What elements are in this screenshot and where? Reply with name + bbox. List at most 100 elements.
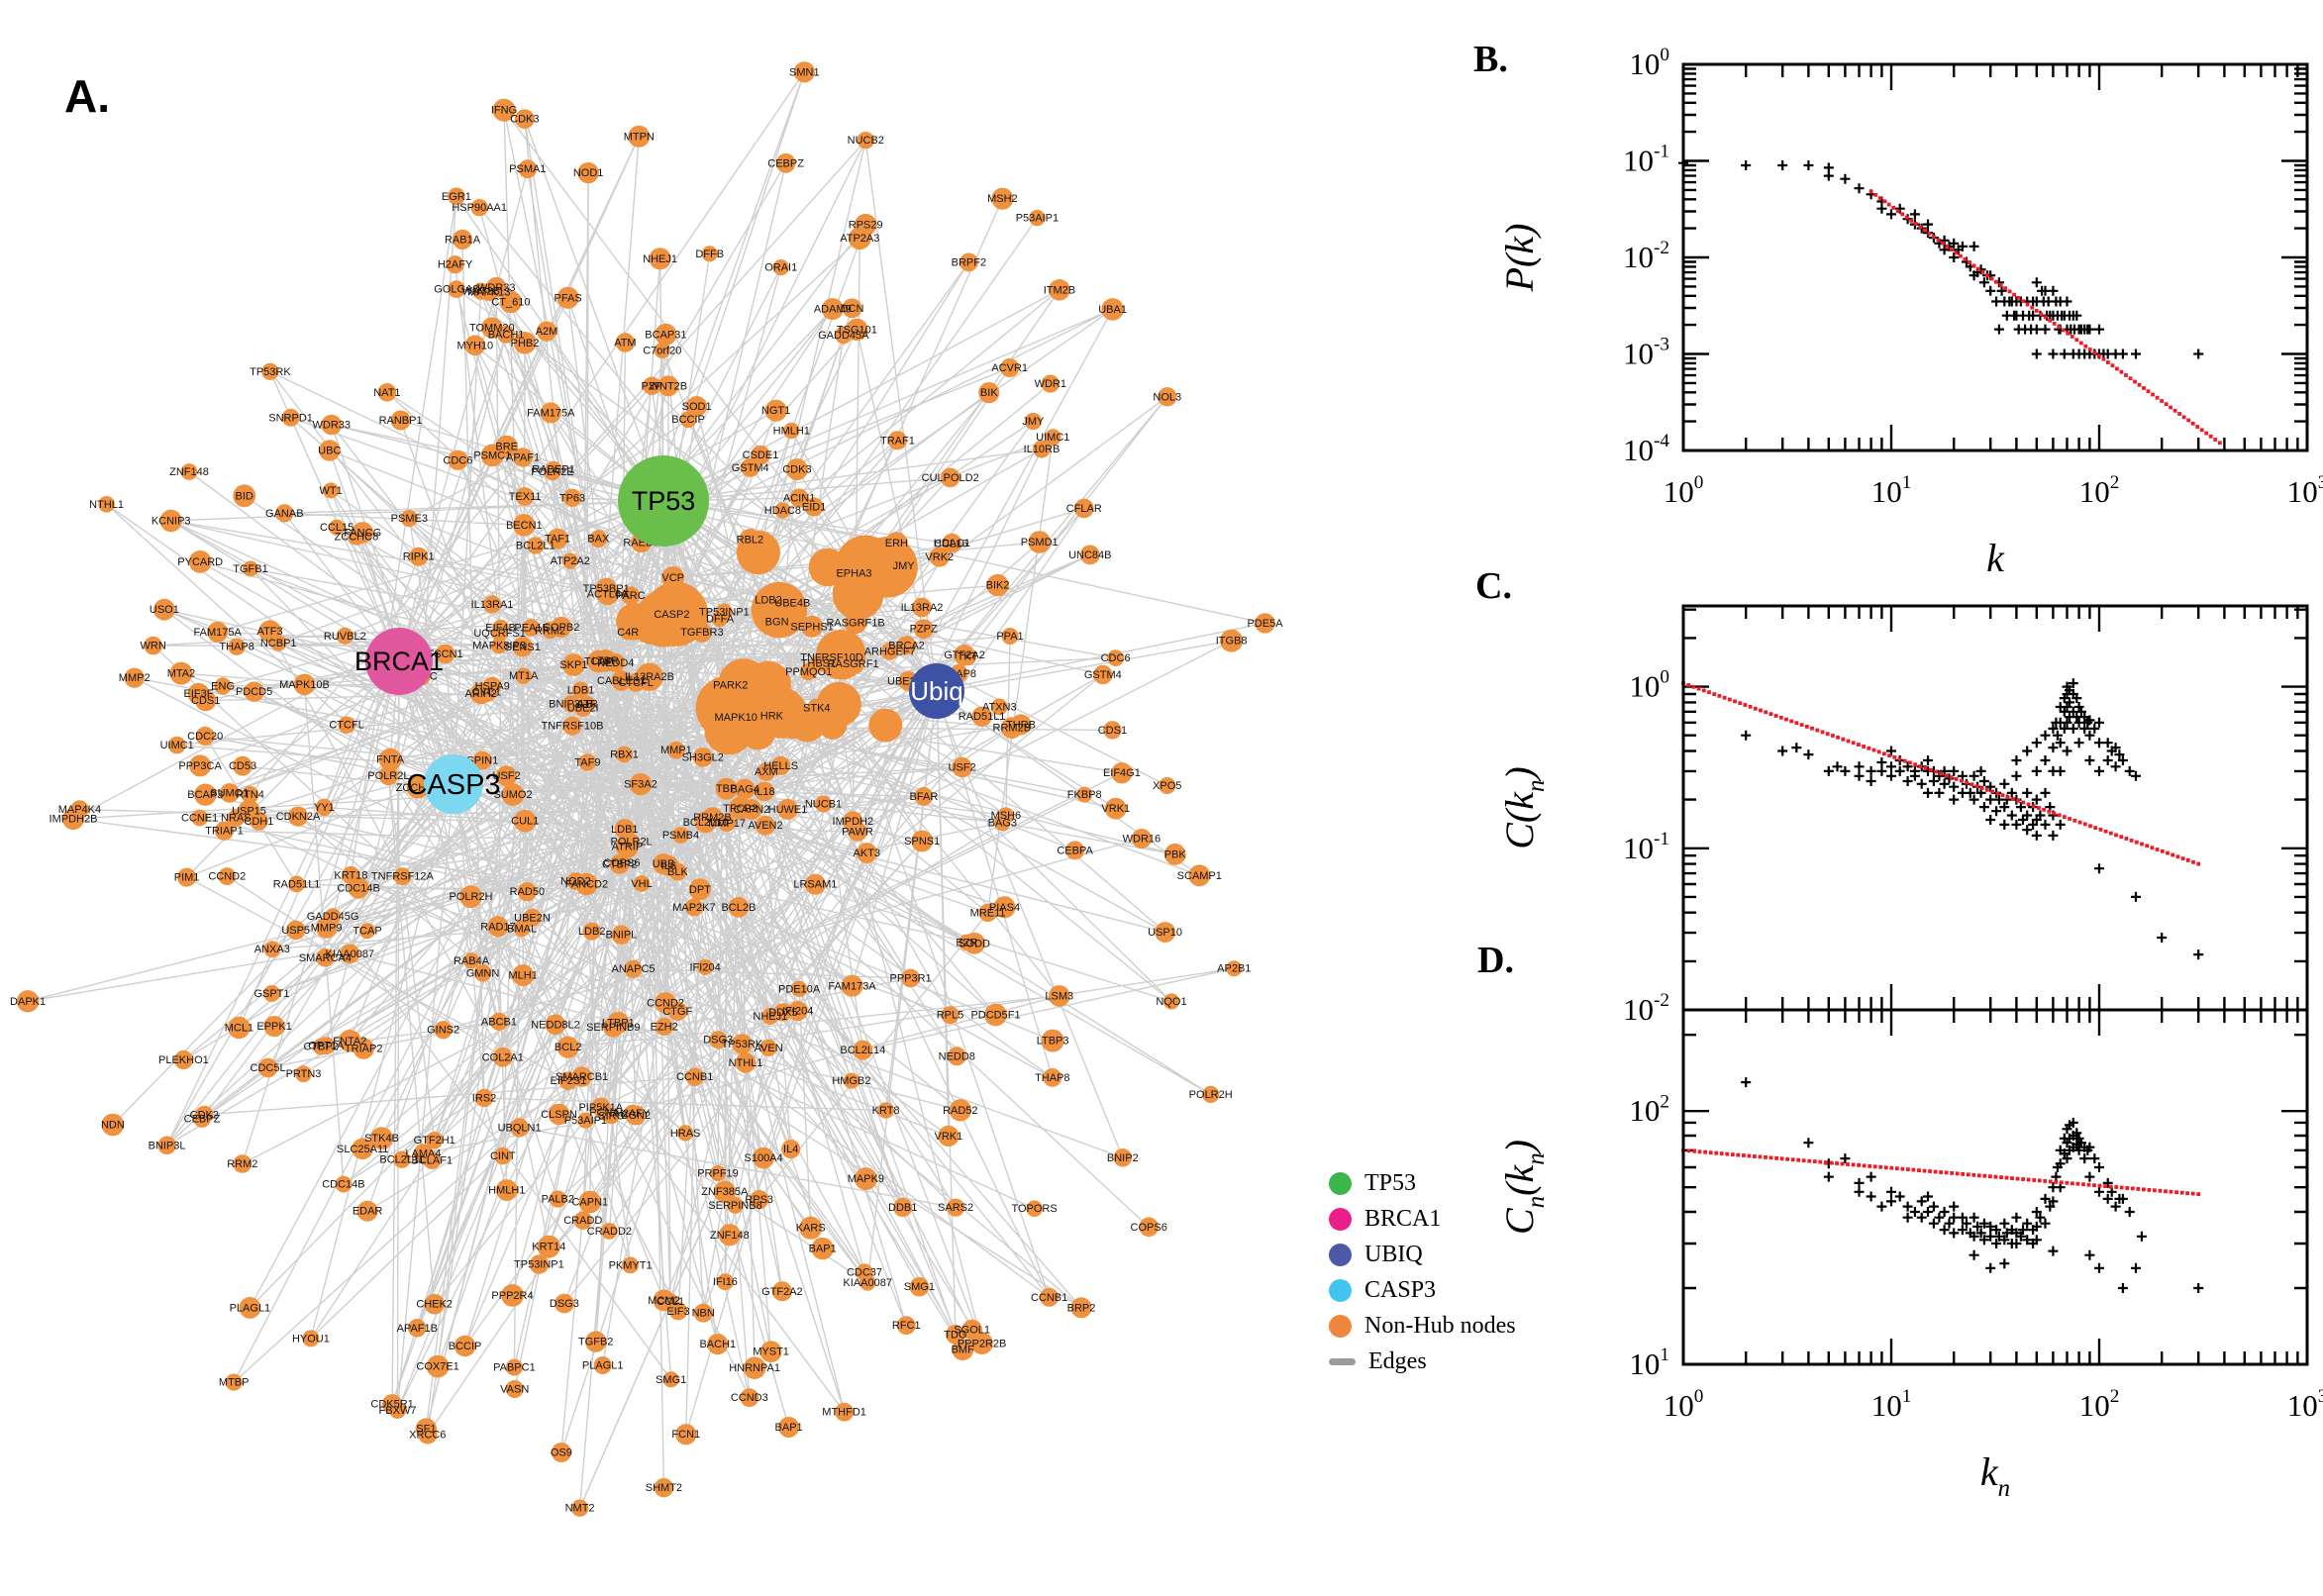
fit-line-dot <box>1994 279 1998 284</box>
fit-line-dot <box>2147 1188 2152 1192</box>
network-node <box>1045 429 1061 446</box>
fit-line-dot <box>1950 1171 1955 1175</box>
network-node-label: AVEN2 <box>748 820 782 832</box>
network-node-label: ATP2A3 <box>840 233 879 245</box>
y-tick-label: 10-2​ <box>1623 990 1669 1027</box>
network-node-label: RTN4 <box>236 789 264 801</box>
network-node-label: GINS2 <box>427 1025 459 1037</box>
network-node-label: HNRNPA1 <box>729 1362 780 1374</box>
fit-line-dot <box>1846 739 1851 744</box>
network-node-label: DPT <box>689 884 711 896</box>
network-node-label: MYST1 <box>753 1347 789 1358</box>
network-node <box>153 598 175 621</box>
network-node-label: APAF1B <box>397 1323 438 1335</box>
fit-line-dot <box>2030 305 2035 310</box>
network-node-label: IRS2 <box>472 1093 496 1105</box>
fit-line-dot <box>1692 1148 1696 1153</box>
network-node-label: HRK <box>760 711 784 723</box>
network-node <box>596 582 619 606</box>
network-node-label: CRADD <box>563 1215 602 1227</box>
network-node-label: BIK2 <box>986 580 1010 592</box>
network-node-label: HDAC1 <box>934 538 970 549</box>
fit-line-dot <box>2106 360 2110 364</box>
network-node-label: HRAS <box>670 1128 701 1140</box>
network-node <box>912 597 932 618</box>
network-node-label: UBA1 <box>1098 304 1127 316</box>
network-node <box>811 1237 834 1260</box>
fit-line-dot <box>2199 428 2204 433</box>
fit-line-dot <box>1697 1149 1702 1154</box>
fit-line-dot <box>2142 386 2146 390</box>
network-node <box>510 1118 530 1138</box>
network-node-label: STK4 <box>803 703 831 715</box>
network-node <box>616 746 633 763</box>
network-node-label: FNTA <box>376 754 405 766</box>
network-node <box>856 843 877 863</box>
fit-line-dot <box>1927 232 1932 236</box>
network-node-label: VRK1 <box>935 1131 963 1143</box>
axis-ticks <box>1681 1010 2309 1366</box>
fit-line-dot <box>1965 780 1969 785</box>
network-node <box>187 682 210 705</box>
fit-line-dot <box>2074 338 2079 343</box>
network-node-label: PPP3CA <box>178 760 222 772</box>
network-node-label: PARC <box>616 590 646 602</box>
fit-line-dot <box>1922 228 1927 233</box>
network-node <box>667 741 685 759</box>
network-node <box>585 1331 607 1352</box>
fit-line-dot <box>1790 1157 1795 1162</box>
network-node <box>1079 545 1100 565</box>
network-node-label: SERPINB9 <box>586 1022 640 1034</box>
network-node <box>1093 664 1113 685</box>
network-node <box>1113 1148 1133 1167</box>
network-node-label: NMT2 <box>565 1503 595 1515</box>
network-node <box>540 402 561 424</box>
network-node <box>668 1302 688 1321</box>
network-node-label: CAPN1 <box>571 1197 608 1209</box>
network-node <box>1155 922 1175 943</box>
fit-line-dot <box>1779 1156 1784 1161</box>
y-axis-title: C(kn​) <box>1497 766 1550 849</box>
network-node-label: BCL2L1 <box>516 540 556 551</box>
network-node-label: USP15 <box>232 806 266 818</box>
network-node-label: PPA1 <box>996 631 1023 643</box>
panel-b-plot: 100​ 101​ 102​ 103​ 100​ 10-1​ 10-2​ 10-3​ 10-4​… <box>1497 45 2323 580</box>
network-node <box>732 1034 753 1054</box>
network-node <box>1065 841 1085 860</box>
network-node <box>686 396 708 417</box>
network-node-label: BCL2 <box>555 1042 582 1053</box>
network-node <box>501 783 525 806</box>
network-node-label: CCL16 <box>934 539 967 550</box>
network-node-label: POLR2E <box>531 466 573 478</box>
superscript: 3 <box>2318 1386 2323 1407</box>
network-node <box>315 917 338 939</box>
network-node-label: TGFB1 <box>233 563 267 575</box>
network-node-label: CDK3 <box>510 114 539 126</box>
network-node <box>914 787 934 806</box>
network-node-label: CCNB1 <box>1031 1292 1067 1304</box>
network-node <box>244 681 264 702</box>
fit-line-dot <box>1686 1148 1691 1153</box>
network-node-label: SOD1 <box>682 401 712 413</box>
network-node <box>464 335 486 356</box>
fit-line-dot <box>1857 1163 1861 1167</box>
network-node-label: PLAGL1 <box>230 1302 271 1314</box>
network-node-label: CDS1 <box>191 695 220 707</box>
network-node-label: RRM2B <box>693 812 732 824</box>
network-node <box>513 332 537 354</box>
network-node <box>293 673 316 696</box>
fit-line-dot <box>1747 1153 1752 1158</box>
network-node <box>952 1339 974 1361</box>
superscript: -3 <box>1654 335 1669 355</box>
fit-line-dot <box>2101 356 2106 361</box>
fit-line-dot <box>1872 1164 1877 1169</box>
network-node-label: ZNF385A <box>701 1186 749 1198</box>
legend-item: UBIQ <box>1329 1242 1516 1268</box>
network-node-label: PZP <box>641 380 661 392</box>
network-node <box>1131 829 1152 848</box>
network-node-label: LDB2 <box>755 595 782 607</box>
network-node <box>321 414 343 436</box>
network-node-label: GANAB <box>265 508 304 520</box>
fit-line-dot <box>1892 755 1897 759</box>
